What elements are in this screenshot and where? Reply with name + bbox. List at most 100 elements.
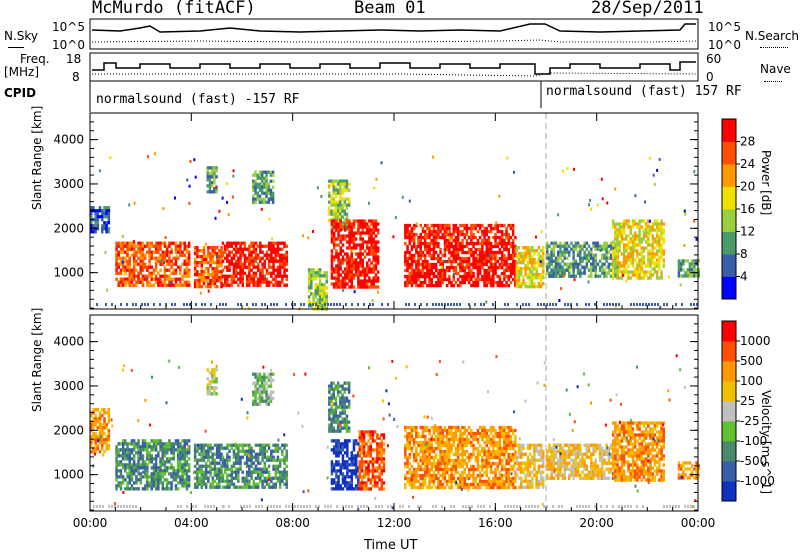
echo-cell: [98, 420, 102, 424]
echo-cell: [552, 271, 556, 275]
echo-cell: [616, 237, 619, 241]
nsky-tick-low: 10^0: [52, 38, 85, 52]
echo-cell: [302, 234, 305, 238]
echo-cell: [441, 226, 444, 231]
echo-cell: [135, 250, 138, 254]
echo-cell: [193, 482, 197, 486]
echo-cell: [546, 256, 549, 260]
echo-cell: [161, 484, 164, 488]
echo-cell: [200, 443, 203, 447]
echo-cell: [660, 234, 663, 238]
echo-cell: [445, 238, 449, 243]
echo-cell: [285, 482, 288, 486]
echo-cell: [239, 271, 242, 275]
echo-cell: [243, 449, 247, 453]
echo-cell: [146, 481, 149, 485]
echo-cell: [609, 253, 613, 257]
echo-cell: [341, 411, 344, 415]
echo-cell: [579, 247, 582, 251]
echo-cell: [448, 265, 451, 270]
echo-cell: [232, 449, 236, 453]
echo-cell: [481, 229, 484, 234]
echo-cell: [198, 467, 201, 471]
echo-cell: [535, 276, 538, 280]
echo-cell: [638, 225, 641, 229]
echo-cell: [267, 256, 271, 260]
echo-cell: [337, 279, 340, 283]
echo-cell: [130, 469, 134, 473]
echo-cell: [625, 258, 628, 262]
echo-cell: [159, 259, 162, 263]
echo-cell: [352, 445, 356, 449]
echo-cell: [343, 390, 346, 394]
echo-cell: [269, 375, 273, 379]
echo-cell: [406, 277, 409, 282]
echo-cell: [483, 262, 486, 267]
echo-cell: [137, 487, 140, 491]
echo-cell: [165, 262, 169, 266]
echo-cell: [196, 252, 199, 256]
echo-cell: [141, 259, 145, 263]
echo-cell: [526, 261, 530, 265]
echo-cell: [406, 226, 409, 231]
echo-cell: [135, 442, 138, 446]
echo-cell: [485, 253, 488, 258]
echo-cell: [354, 439, 358, 443]
echo-cell: [542, 282, 545, 286]
cpid-left-text: normalsound (fast) -157 RF: [96, 92, 300, 107]
echo-cell: [202, 458, 206, 462]
echo-cell: [526, 285, 530, 289]
echo-cell: [522, 276, 525, 280]
echo-cell: [269, 390, 273, 394]
echo-cell: [507, 277, 510, 282]
echo-cell: [339, 442, 342, 446]
echo-cell: [163, 274, 167, 278]
ground-scatter-cell: [696, 303, 698, 306]
echo-cell: [139, 253, 142, 257]
echo-cell: [101, 426, 104, 430]
echo-cell: [146, 463, 149, 467]
echo-cell: [341, 225, 345, 229]
echo-cell: [437, 244, 440, 249]
echo-cell: [204, 452, 208, 456]
echo-cell: [481, 238, 484, 243]
echo-cell: [128, 259, 131, 263]
echo-cell: [360, 487, 364, 491]
echo-cell: [202, 470, 206, 474]
echo-cell: [531, 246, 534, 250]
echo-cell: [117, 460, 120, 464]
echo-cell: [141, 460, 145, 464]
echo-cell: [489, 250, 493, 255]
echo-cell: [271, 372, 275, 376]
echo-cell: [365, 240, 369, 244]
ground-scatter-cell: [246, 303, 248, 306]
echo-cell: [330, 393, 333, 397]
echo-cell: [339, 463, 342, 467]
echo-cell: [487, 268, 491, 273]
echo-cell: [470, 226, 473, 231]
echo-cell: [350, 270, 353, 274]
echo-cell: [343, 285, 347, 289]
echo-cell: [336, 182, 340, 186]
echo-cell: [228, 455, 231, 459]
echo-cell: [226, 461, 229, 465]
echo-cell: [450, 232, 453, 237]
echo-cell: [478, 262, 482, 267]
echo-cell: [254, 485, 258, 489]
ground-scatter-cell: [147, 303, 149, 306]
echo-cell: [285, 274, 288, 278]
echo-cell: [485, 229, 488, 234]
echo-cell: [550, 253, 553, 257]
echo-cell: [187, 478, 191, 482]
echo-cell: [514, 283, 517, 288]
echo-cell: [150, 466, 153, 470]
echo-cell: [348, 246, 351, 250]
echo-cell: [107, 218, 111, 222]
echo-cell: [647, 225, 650, 229]
echo-cell: [487, 280, 491, 285]
echo-cell: [498, 262, 502, 267]
echo-cell: [343, 212, 346, 216]
echo-cell: [505, 241, 508, 246]
echo-cell: [662, 237, 665, 241]
echo-cell: [348, 484, 351, 488]
